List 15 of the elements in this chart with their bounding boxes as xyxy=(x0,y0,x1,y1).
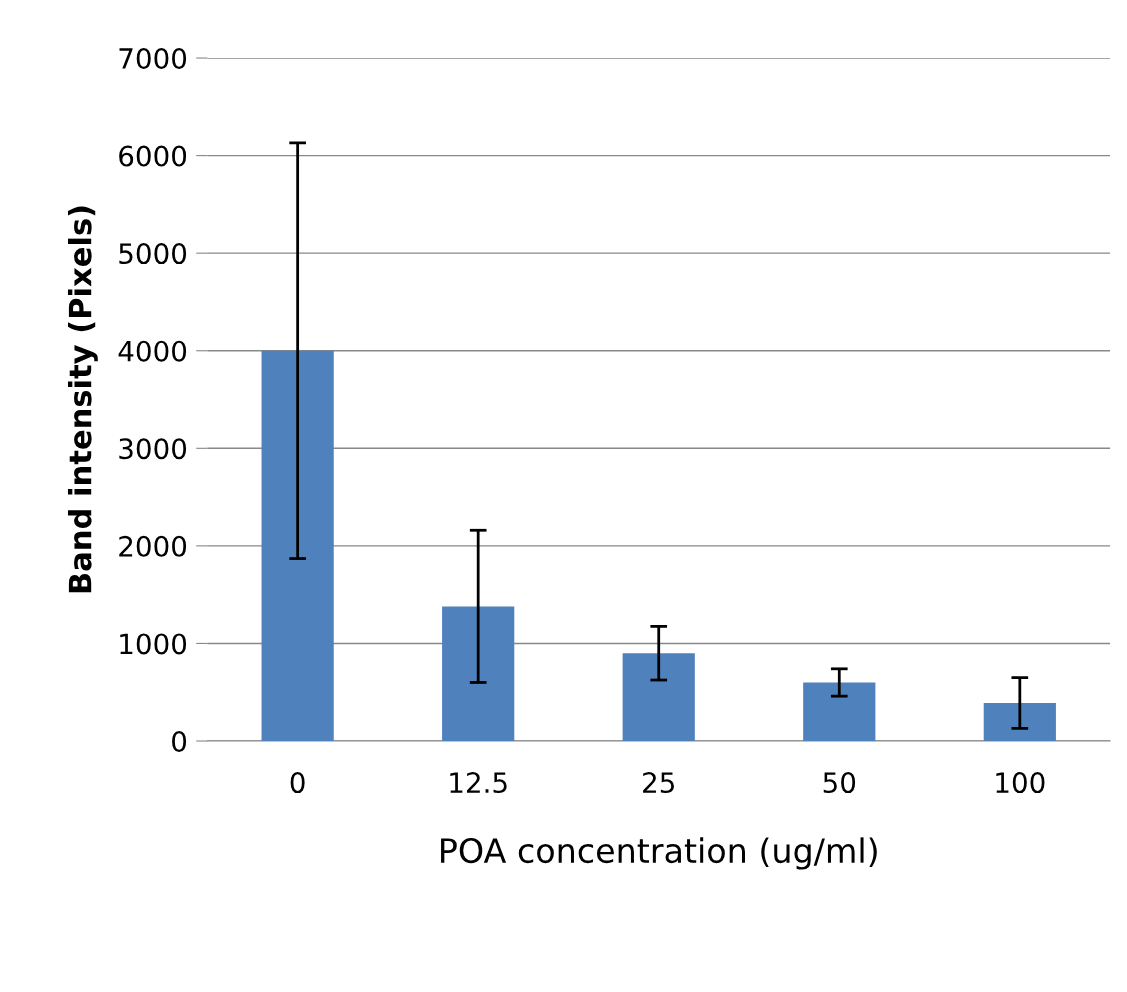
y-tick-label: 1000 xyxy=(120,633,187,655)
y-axis-title: Band intensity (Pixels) xyxy=(67,206,98,593)
x-tick-label: 50 xyxy=(823,772,856,794)
x-tick-label: 25 xyxy=(643,772,674,794)
x-axis-title: POA concentration (ug/ml) xyxy=(441,837,877,870)
y-tick-label: 7000 xyxy=(119,47,187,69)
y-tick-label: 5000 xyxy=(119,243,187,265)
x-tick-label: 12.5 xyxy=(450,772,507,794)
y-tick-label: 0 xyxy=(172,730,187,752)
x-tick-label: 0 xyxy=(290,772,305,794)
y-tick-label: 2000 xyxy=(119,535,187,557)
y-tick-label: 6000 xyxy=(119,145,187,167)
x-tick-label: 100 xyxy=(996,772,1045,794)
y-tick-label: 4000 xyxy=(118,340,187,362)
y-tick-label: 3000 xyxy=(119,438,187,460)
